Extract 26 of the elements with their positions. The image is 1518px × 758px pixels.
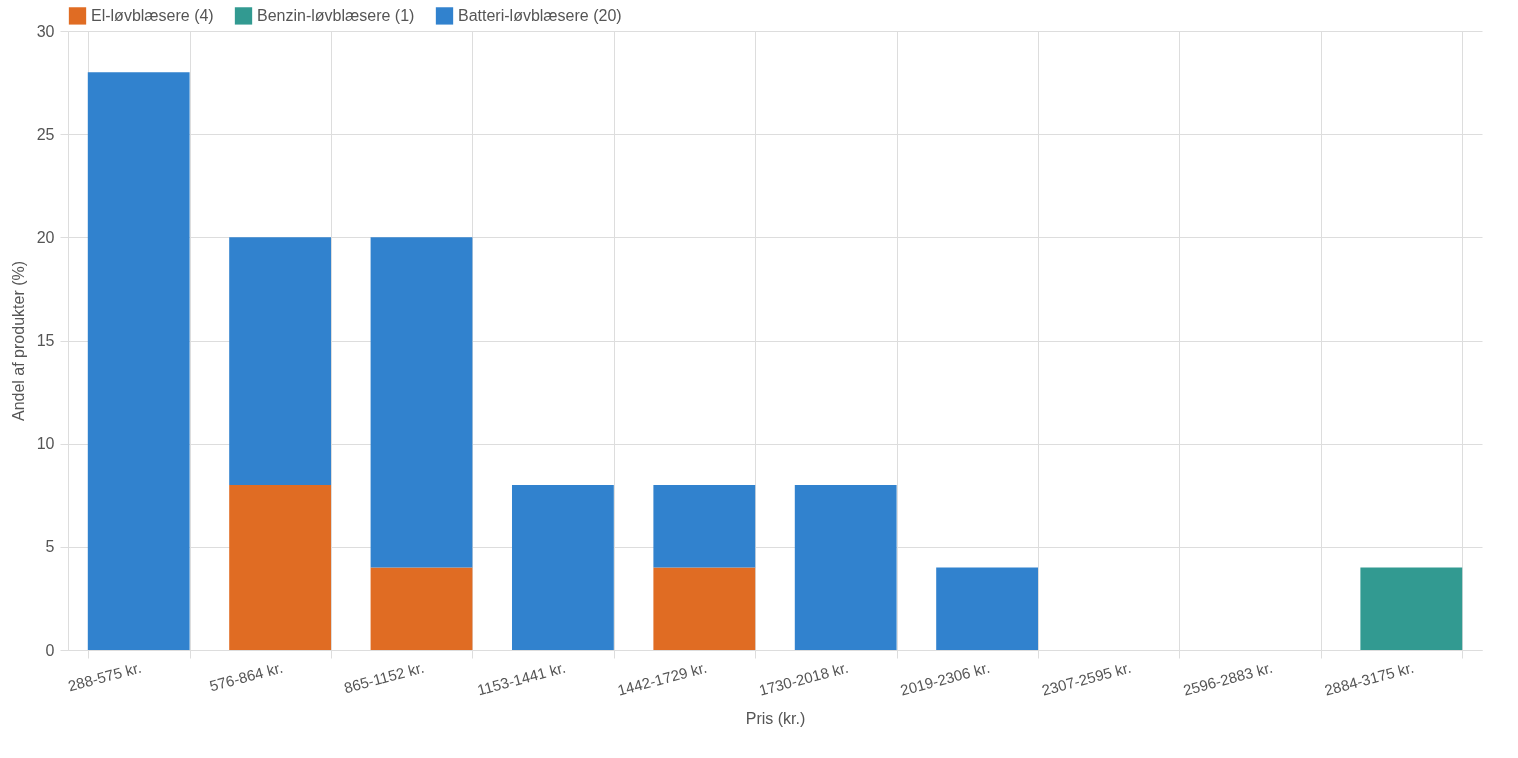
y-tick-label: 10 (36, 435, 55, 453)
bar (653, 567, 756, 650)
x-tick-label: 288-575 kr. (66, 658, 144, 695)
y-axis-title: Andel af produkter (%) (9, 260, 27, 422)
x-axis-title: Pris (kr.) (745, 709, 806, 727)
bar (653, 484, 756, 568)
legend-label: Benzin-løvblæsere (1) (257, 6, 415, 24)
bar (370, 567, 473, 650)
x-tick-label: 865-1152 kr. (342, 658, 426, 697)
y-tick-label: 25 (36, 125, 55, 143)
bar (229, 484, 331, 650)
bar (370, 237, 473, 568)
bar (1360, 567, 1463, 650)
y-tick-label: 30 (36, 22, 55, 40)
y-tick-label: 5 (45, 538, 55, 556)
bar (794, 484, 897, 650)
y-tick-label: 0 (45, 641, 55, 659)
legend-label: Batteri-løvblæsere (20) (458, 6, 622, 24)
bar (87, 72, 190, 650)
y-tick-label: 15 (36, 332, 55, 349)
bar (229, 237, 331, 485)
bar (936, 567, 1038, 650)
y-tick-label: 20 (36, 228, 55, 246)
x-tick-label: 576-864 kr. (207, 658, 285, 695)
bar (512, 484, 614, 650)
legend-label: El-løvblæsere (4) (91, 6, 214, 24)
